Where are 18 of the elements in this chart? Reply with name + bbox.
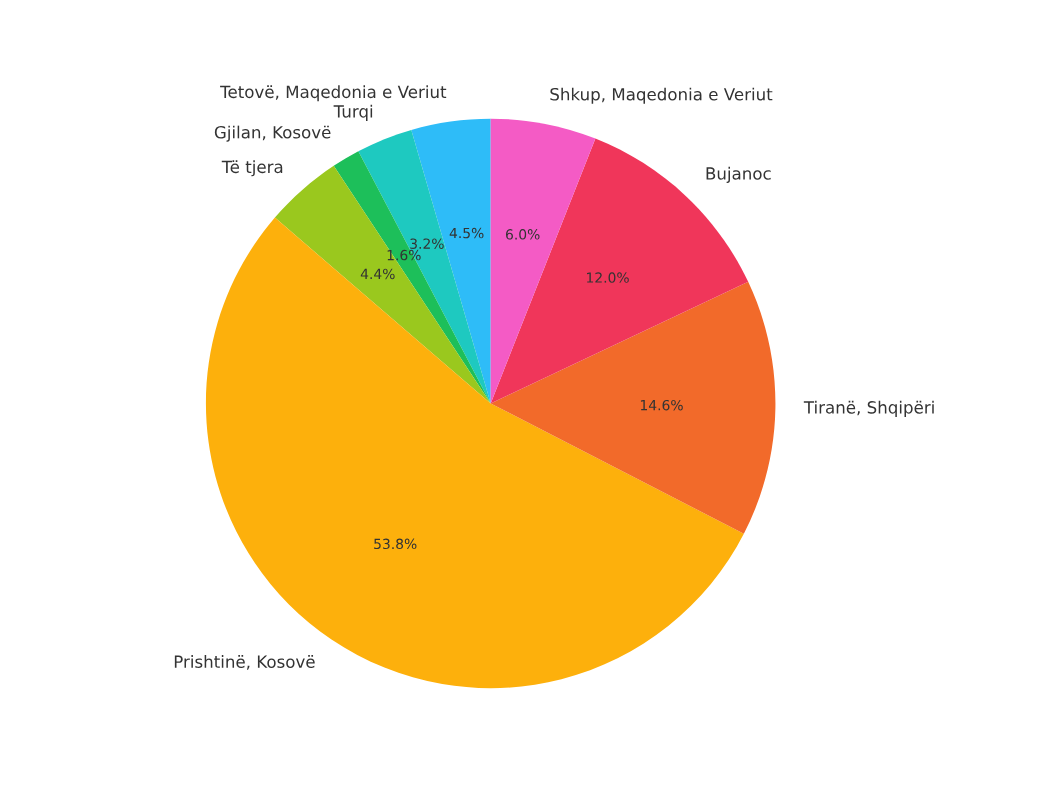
pie-slice — [490, 281, 776, 534]
slice-label: Tiranë, Shqipëri — [803, 400, 934, 417]
slice-label: Të tjera — [221, 160, 283, 177]
slice-label: Bujanoc — [706, 166, 771, 183]
slice-label: Prishtinë, Kosovë — [174, 655, 315, 670]
data-label: 12.0% — [587, 272, 629, 283]
slice-label: Shkup, Maqedonia e Veriut — [550, 87, 773, 104]
slice-label: Gjilan, Kosovë — [214, 125, 331, 142]
data-label: 4.5% — [449, 227, 484, 239]
slice-label: Tetovë, Maqedonia e Veriut — [220, 85, 447, 102]
slice-label: Turqi — [333, 104, 373, 121]
data-label: 6.0% — [505, 229, 540, 240]
data-label: 4.4% — [360, 268, 395, 280]
pie-slice — [333, 151, 491, 404]
data-label: 53.8% — [374, 538, 417, 550]
data-label: 14.6% — [640, 399, 683, 411]
pie-slice — [358, 129, 491, 404]
data-label: 3.2% — [410, 238, 444, 249]
